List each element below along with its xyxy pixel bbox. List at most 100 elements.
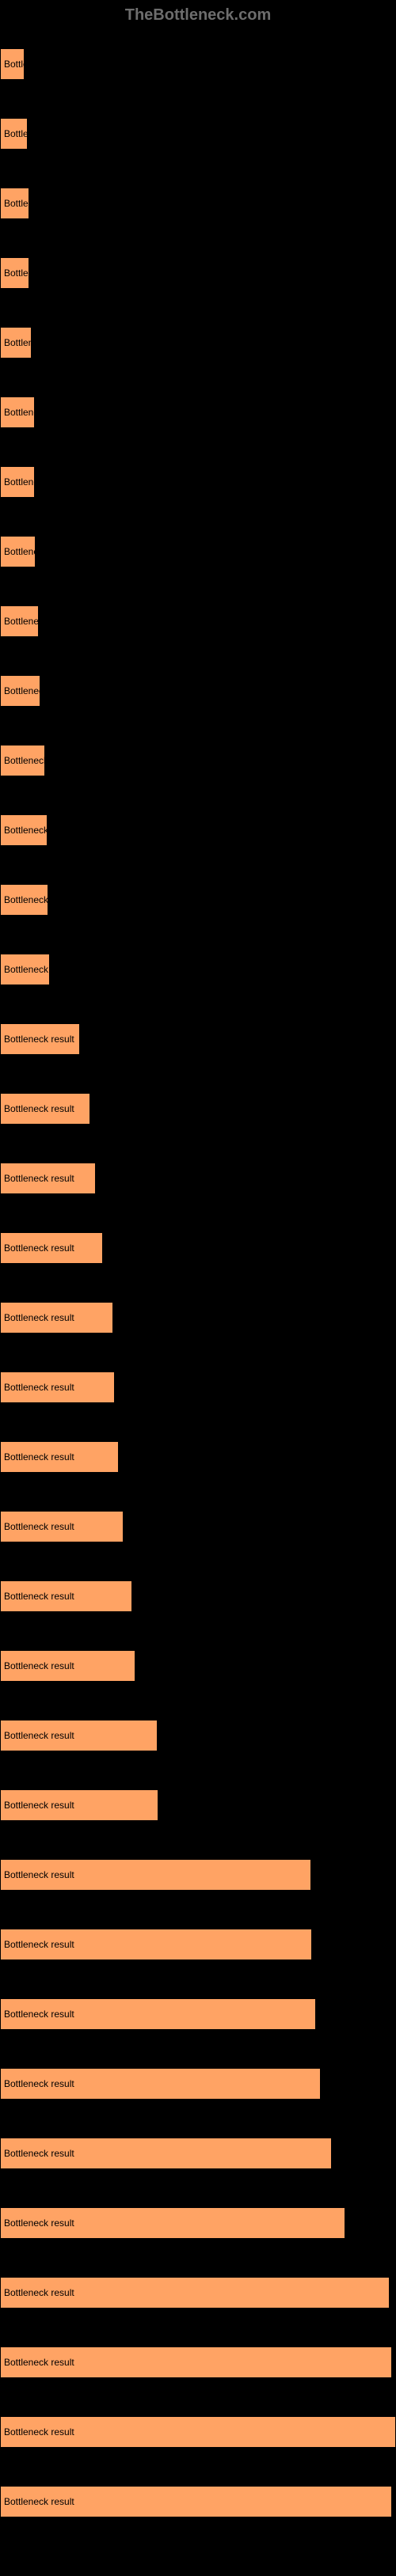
bar-top-label: NVIDIA GeForce RTX 3080 Ti [0,939,116,949]
bar-top-label: AMD Radeon HD 7970 [0,2472,89,2481]
bar-group: AMD Radeon R9 380Bottleneck result [0,2117,396,2187]
bar-text: Bottleneck result [4,267,29,279]
bar-top-label: AMD Radeon RX 580 [0,1636,84,1645]
bar-text: Bottleneck result [4,1660,74,1671]
bar-text: Bottleneck result [4,1591,74,1602]
bar-text: Bottleneck result [4,2426,74,2438]
bar-top-label: NVIDIA GeForce RTX 3060 [0,34,106,44]
bar: Bottleneck result [0,745,45,776]
bar: Bottleneck result [0,1163,96,1194]
bar-top-label: AMD Radeon RX 6700 XT [0,173,102,183]
bar-top-label: NVIDIA GeForce GTX 1660 Ti [0,1218,116,1227]
bar-text: Bottleneck result [4,59,24,70]
bar: Bottleneck result [0,1232,103,1264]
bar: Bottleneck result [0,814,48,846]
axis-tick: 40 [297,2530,307,2540]
bar-group: NVIDIA GeForce RTX 3070 Ti Bottleneck res… [0,585,396,654]
bar-top-label: NVIDIA GeForce RTX 3060 Ti [0,104,116,113]
bar: Bottleneck result [0,396,35,428]
bar-top-label: NVIDIA GeForce RTX 2080 Ti [0,730,116,740]
bar-group: AMD Radeon RX 590 Bottleneck result [0,1560,396,1629]
bar: Bottleneck result [0,2207,345,2239]
bar-top-label: NVIDIA GeForce GTX 1050 [0,1984,107,1994]
bar-text: Bottleneck result [4,1521,74,1532]
bar: Bottleneck result [0,1023,80,1055]
bar-group: AMD Radeon R9 390 Bottleneck result [0,1908,396,1978]
axis-tick: 50 [391,2530,396,2540]
bar-top-label: NVIDIA GeForce RTX 2080 [0,522,106,531]
bar-top-label: AMD Radeon RX 5600 XT [0,1288,102,1297]
bar-text: Bottleneck result [4,407,34,418]
bar: Bottleneck result [0,466,35,498]
bar-top-label: AMD Radeon RX 6900 XT [0,870,102,879]
bar-group: NVIDIA GeForce RTX 3090 Bottleneck result [0,1003,396,1072]
bar-group: NVIDIA GeForce GTX 960Bottleneck result [0,2047,396,2117]
bar-top-label: AMD Radeon R9 390 [0,1914,83,1924]
bar-top-label: NVIDIA GeForce GTX 1050 Ti [0,1705,116,1715]
bar: Bottleneck result [0,1998,316,2030]
bar-text: Bottleneck result [4,1242,74,1254]
bar-top-label: AMD Radeon RX 590 [0,1566,84,1576]
bar-top-label: NVIDIA GeForce RTX 3070 Ti [0,591,116,601]
bar: Bottleneck result [0,2277,390,2309]
bar-group: NVIDIA GeForce RTX 2080 Ti Bottleneck res… [0,724,396,794]
bar-group: NVIDIA GeForce GTX 1050 Bottleneck result [0,1978,396,2047]
bar-group: AMD Radeon RX 6800 XT Bottleneck result [0,654,396,724]
axis-tick: 20 [109,2530,118,2540]
bar-top-label: NVIDIA GeForce RTX 3080 [0,800,106,810]
bar-group: NVIDIA GeForce GTX 970Bottleneck result [0,1838,396,1908]
bar-group: NVIDIA GeForce GTX 1660 Ti Bottleneck res… [0,1212,396,1281]
bar-text: Bottleneck result [4,825,47,836]
bar-text: Bottleneck result [4,2357,74,2368]
bar: Bottleneck result [0,2486,392,2517]
bar-text: Bottleneck result [4,476,34,488]
bar-top-label: AMD Radeon RX 6800 [0,452,89,461]
bar: Bottleneck result [0,1093,90,1125]
bar-text: Bottleneck result [4,546,35,557]
bar-group: NVIDIA GeForce GTX 1660Bottleneck result [0,1351,396,1421]
bar-top-label: AMD Radeon RX Vega 56 [0,1427,101,1436]
bar-text: Bottleneck result [4,2496,74,2507]
bar-top-label: AMD Radeon RX 570 [0,1775,84,1785]
bar: Bottleneck result [0,1720,158,1751]
bar-top-label: NVIDIA GeForce RTX 3070 [0,313,106,322]
bar-top-label: NVIDIA GeForce RTX 2070 [0,243,106,252]
bar-text: Bottleneck result [4,2078,74,2089]
bar-group: NVIDIA GeForce GTX 770Bottleneck result [0,2396,396,2465]
site-title: TheBottleneck.com [0,0,396,28]
bar: Bottleneck result [0,2068,321,2100]
axis-tick: 10 [14,2530,24,2540]
bar: Bottleneck result [0,327,32,359]
bar-top-label: NVIDIA GeForce GTX 950 [0,2263,102,2272]
bar: Bottleneck result [0,257,29,289]
bar-group: NVIDIA GeForce GTX 1060Bottleneck result [0,1490,396,1560]
bar: Bottleneck result [0,675,40,707]
bar-group: AMD Radeon HD 7970 Bottleneck result [0,2465,396,2535]
bar-group: NVIDIA GeForce RTX 3060 Bottleneck result [0,28,396,97]
bar-top-label: NVIDIA GeForce RTX 3090 [0,1009,106,1019]
bar-text: Bottleneck result [4,1312,74,1323]
bar: Bottleneck result [0,605,39,637]
bar: Bottleneck result [0,48,25,80]
bar-top-label: NVIDIA GeForce GTX 780 [0,2193,102,2202]
bar-text: Bottleneck result [4,755,44,766]
bar: Bottleneck result [0,1371,115,1403]
bar-text: Bottleneck result [4,1173,74,1184]
bar-group: NVIDIA GeForce RTX 2070 Bottleneck result [0,237,396,306]
bar-text: Bottleneck result [4,337,31,348]
bottleneck-bar-chart: NVIDIA GeForce RTX 3060 Bottleneck result… [0,28,396,2576]
bar-text: Bottleneck result [4,894,48,905]
bar-group: NVIDIA GeForce RTX 2080 Bottleneck result [0,515,396,585]
bar-group: AMD Radeon RX Vega 56Bottleneck result [0,1421,396,1490]
bar-text: Bottleneck result [4,2009,74,2020]
bar-top-label: AMD Radeon RX 6800 XT [0,661,102,670]
bar-top-label: NVIDIA GeForce GTX 1080 Ti [0,382,116,392]
bar-text: Bottleneck result [4,2217,74,2229]
bar: Bottleneck result [0,954,50,985]
bar-group: NVIDIA GeForce GTX 1050 Ti Bottleneck res… [0,1699,396,1769]
bar-text: Bottleneck result [4,1939,74,1950]
bar-text: Bottleneck result [4,1730,74,1741]
bar-group: NVIDIA GeForce GTX 1070Bottleneck result [0,1072,396,1142]
bar: Bottleneck result [0,1650,135,1682]
bar-text: Bottleneck result [4,1869,74,1880]
